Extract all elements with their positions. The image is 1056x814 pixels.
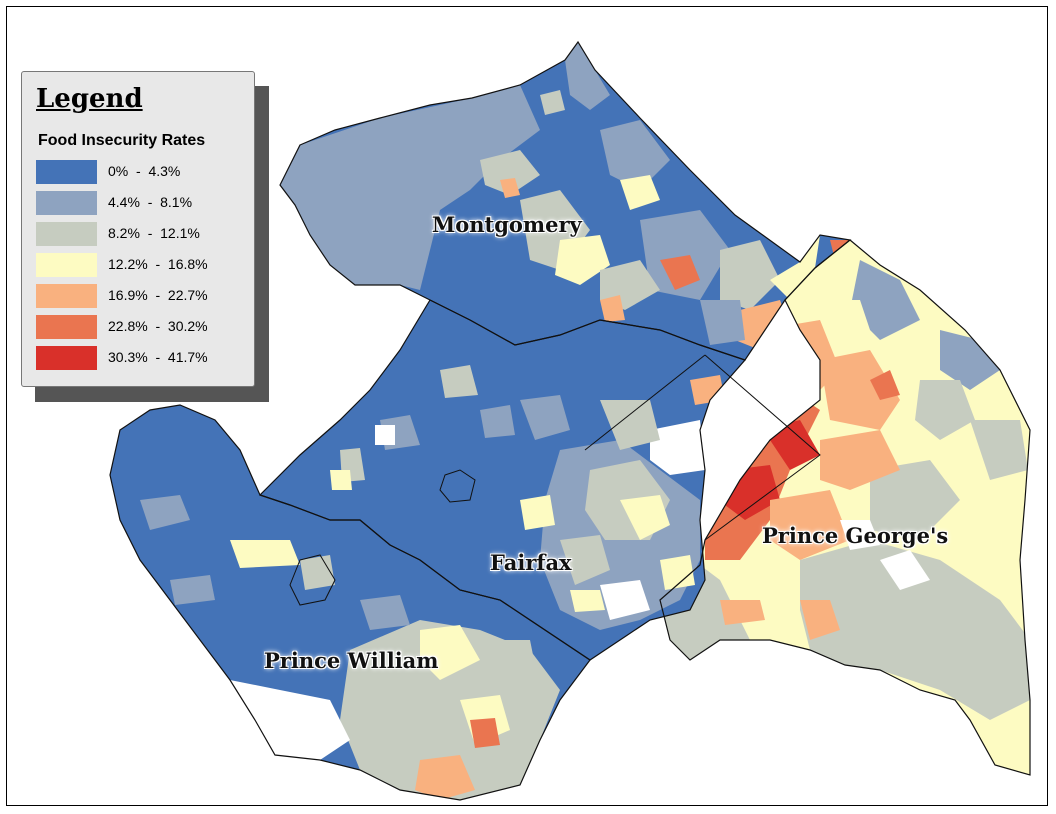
county-label-prince-georges: Prince George's [762,523,949,548]
legend-item: 4.4% - 8.1% [36,191,246,215]
county-region-montgomery[interactable] [280,42,850,360]
county-region-prince-william[interactable] [110,405,590,800]
legend-swatch [36,160,97,184]
legend-label: 30.3% - 41.7% [108,349,208,365]
legend-label: 12.2% - 16.8% [108,256,208,272]
legend-item: 22.8% - 30.2% [36,315,246,339]
legend-label: 8.2% - 12.1% [108,225,200,241]
legend-item: 12.2% - 16.8% [36,253,246,277]
legend-swatch [36,253,97,277]
legend-item: 0% - 4.3% [36,160,246,184]
legend-item: 16.9% - 22.7% [36,284,246,308]
legend-subtitle: Food Insecurity Rates [38,132,206,149]
legend-item: 8.2% - 12.1% [36,222,246,246]
legend-swatch [36,284,97,308]
county-boundaries [109,40,1031,801]
county-label-fairfax: Fairfax [490,550,572,575]
county-label-prince-william: Prince William [264,648,439,673]
legend-swatch [36,346,97,370]
legend-label: 0% - 4.3% [108,163,181,179]
legend-title: Legend [36,84,143,114]
legend-label: 4.4% - 8.1% [108,194,193,210]
legend-panel: Legend Food Insecurity Rates 0% - 4.3% 4… [21,71,255,387]
legend-label: 16.9% - 22.7% [108,287,208,303]
county-region-prince-georges[interactable] [660,240,1030,775]
legend-swatch [36,222,97,246]
legend-swatch [36,315,97,339]
legend-swatch [36,191,97,215]
county-label-montgomery: Montgomery [432,212,582,237]
county-region-fairfax[interactable] [260,300,745,660]
legend-label: 22.8% - 30.2% [108,318,208,334]
legend-item: 30.3% - 41.7% [36,346,246,370]
